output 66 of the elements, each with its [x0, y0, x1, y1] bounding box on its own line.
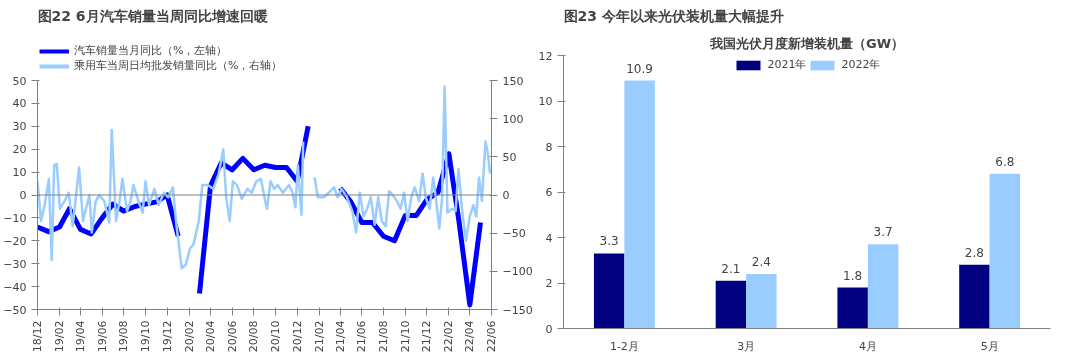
y2-tick-label: 150	[502, 74, 524, 88]
data-label: 3.3	[599, 234, 619, 249]
y-tick-label: −20	[3, 234, 27, 248]
y-tick-label: 10	[12, 166, 27, 180]
data-label: 2.4	[751, 254, 771, 269]
y-tick-label: 12	[538, 49, 553, 63]
x-tick-label: 19/10	[138, 320, 152, 353]
y-tick-label: 4	[545, 231, 553, 245]
x-tick-label: 19/08	[117, 320, 131, 353]
y-tick-label: 8	[545, 140, 553, 154]
y-tick-label: 50	[12, 74, 27, 88]
x-tick-label: 21/04	[333, 320, 347, 353]
y-tick-label: −50	[3, 303, 27, 317]
x-tick-label: 20/02	[182, 320, 196, 353]
data-label: 2.1	[721, 261, 741, 276]
data-label: 2.8	[964, 245, 984, 260]
x-tick-label: 21/08	[377, 320, 391, 353]
y-tick-label: 0	[545, 322, 553, 336]
y2-tick-label: 100	[502, 112, 524, 126]
y2-tick-label: −50	[502, 227, 526, 241]
x-tick-label: 20/08	[247, 320, 261, 353]
legend-label: 2022年	[841, 57, 881, 72]
y2-tick-label: −100	[502, 265, 533, 279]
legend-label: 乘用车当周日均批发销量同比（%，右轴）	[74, 58, 283, 73]
y-tick-label: 40	[12, 97, 27, 111]
chart-subtitle: 我国光伏月度新增装机量（GW）	[709, 35, 905, 51]
y-tick-label: 20	[12, 143, 27, 157]
chart-title: 图22 6月汽车销量当周同比增速回暖	[37, 7, 268, 24]
data-label: 10.9	[626, 61, 653, 76]
x-tick-label: 22/04	[463, 320, 477, 353]
data-label: 6.8	[995, 154, 1015, 169]
x-tick-label: 20/12	[290, 320, 304, 353]
x-tick-label: 21/12	[420, 320, 434, 353]
x-tick-label: 19/04	[73, 320, 87, 353]
x-tick-label: 22/06	[485, 320, 498, 353]
x-tick-label: 19/06	[95, 320, 109, 353]
x-tick-label: 22/02	[442, 320, 456, 353]
y-tick-label: 2	[545, 277, 553, 290]
y-tick-label: 30	[12, 120, 27, 134]
x-tick-label: 5月	[980, 339, 999, 353]
chart-title: 图23 今年以来光伏装机量大幅提升	[563, 7, 784, 24]
y-tick-label: −30	[3, 257, 27, 271]
x-tick-label: 20/10	[269, 320, 283, 353]
x-tick-label: 21/10	[398, 320, 412, 353]
x-tick-label: 19/12	[160, 320, 174, 353]
x-tick-label: 4月	[858, 339, 877, 353]
y-tick-label: −10	[3, 211, 27, 225]
data-label: 1.8	[843, 268, 863, 283]
x-tick-label: 21/06	[355, 320, 369, 353]
x-tick-label: 18/12	[31, 320, 44, 353]
x-tick-label: 1-2月	[609, 339, 639, 353]
legend-label: 汽车销量当月同比（%，左轴）	[74, 43, 228, 58]
x-tick-label: 21/02	[312, 320, 326, 353]
data-label: 3.7	[873, 225, 893, 240]
y-tick-label: 6	[545, 186, 553, 199]
x-tick-label: 19/02	[53, 320, 67, 353]
legend-label: 2021年	[767, 57, 807, 72]
x-tick-label: 20/04	[204, 320, 217, 353]
y2-tick-label: 50	[502, 150, 517, 164]
x-tick-label: 3月	[737, 339, 756, 353]
y-tick-label: −40	[3, 280, 27, 294]
y2-tick-label: −150	[502, 303, 533, 317]
y-tick-label: 0	[19, 189, 27, 202]
y2-tick-label: 0	[502, 189, 510, 202]
x-tick-label: 20/06	[225, 320, 239, 353]
y-tick-label: 10	[538, 95, 553, 108]
